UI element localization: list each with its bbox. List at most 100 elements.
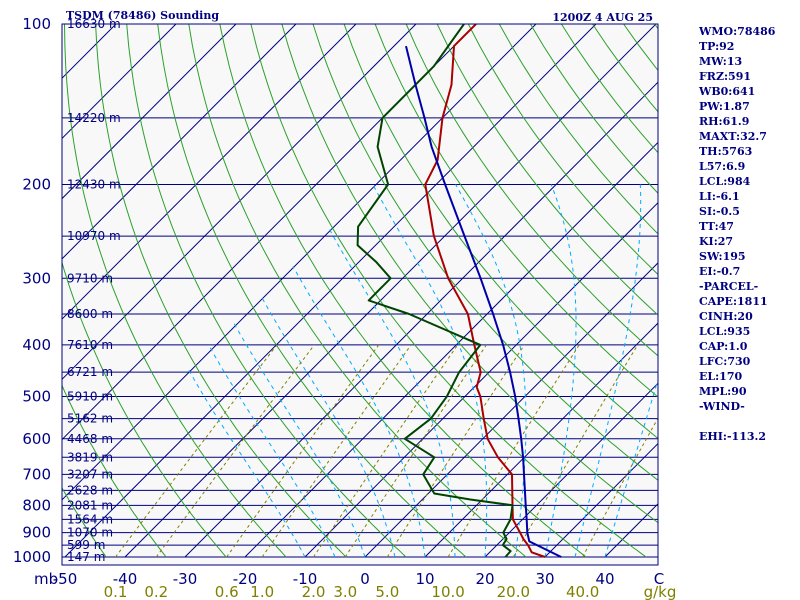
dry-adiabat-line — [62, 486, 107, 558]
moist-adiabat-line — [209, 347, 336, 558]
pressure-tick-label: 700 — [22, 465, 51, 483]
dry-adiabat-line — [64, 24, 287, 558]
pressure-tick-label: 900 — [22, 524, 51, 542]
isotherm-line — [62, 24, 357, 320]
dry-adiabat-line — [374, 24, 658, 398]
index-line: MAXT:32.7 — [699, 130, 767, 143]
pressure-tick-label: 300 — [22, 269, 51, 287]
index-line: KI:27 — [699, 235, 733, 248]
moist-adiabat-line — [544, 184, 577, 558]
isotherm-line — [62, 24, 177, 140]
index-line: L57:6.9 — [699, 160, 745, 173]
sounding-profiles — [356, 24, 562, 558]
plot-frame — [61, 23, 659, 566]
height-label: 10970 m — [67, 229, 121, 243]
temperature-tick-label: -40 — [113, 570, 138, 588]
height-label: 5910 m — [67, 390, 113, 404]
index-line: TH:5763 — [699, 145, 752, 158]
mixing-ratio-line — [447, 344, 580, 558]
station-title: TSDM (78486) Sounding — [66, 9, 219, 22]
isotherm-line — [544, 442, 658, 558]
mixing-ratio-line — [155, 344, 315, 558]
index-line: FRZ:591 — [699, 70, 751, 83]
temperature-tick-label: 30 — [535, 570, 554, 588]
mixing-ratio-line — [313, 344, 459, 558]
height-label: 2081 m — [67, 498, 113, 512]
pressure-tick-label: 200 — [22, 175, 51, 193]
isotherm-line — [62, 24, 237, 200]
pressure-tick-label: 1000 — [13, 548, 51, 566]
index-line: LCL:935 — [699, 325, 750, 338]
mixing-ratio-axis-labels: 0.1 0.2 0.6 1.0 2.0 3.0 5.0 10.0 20.0 40.0 g/kg — [104, 583, 677, 600]
moist-adiabat-line — [292, 266, 426, 558]
isotherm-line — [484, 382, 658, 558]
moist-adiabat-line — [233, 323, 366, 558]
mixing-ratio-tick-label: g/kg — [644, 583, 677, 600]
dry-adiabat-line — [779, 24, 800, 557]
mixing-ratio-tick-label: 3.0 — [333, 583, 357, 600]
observation-time: 1200Z 4 AUG 25 — [552, 11, 653, 24]
pressure-tick-label: 100 — [22, 15, 51, 33]
dry-adiabat-line — [405, 24, 658, 357]
mixing-ratio-line — [386, 344, 525, 558]
isotherm-line — [184, 81, 658, 558]
dewpoint-profile — [356, 24, 514, 558]
height-label: 6721 m — [67, 365, 113, 379]
mixing-ratio-tick-label: 0.6 — [215, 583, 239, 600]
index-line: PW:1.87 — [699, 100, 750, 113]
dry-adiabat-line — [436, 24, 658, 316]
isotherm-line — [64, 24, 597, 558]
moist-adiabat-line — [327, 226, 456, 557]
index-line: MPL:90 — [699, 385, 747, 398]
mixing-ratio-tick-label: 0.2 — [144, 583, 168, 600]
height-label: 4468 m — [67, 432, 113, 446]
index-line: EI:-0.7 — [699, 265, 740, 278]
isotherm-line — [62, 24, 537, 501]
height-label: 8600 m — [67, 307, 113, 321]
height-label: 599 m — [67, 538, 105, 552]
temperature-tick-label: C — [654, 570, 664, 588]
index-line: EHI:-113.2 — [699, 430, 766, 443]
height-label: 147 m — [67, 550, 105, 564]
dry-adiabat-line — [312, 24, 658, 481]
mixing-ratio-tick-label: 1.0 — [250, 583, 274, 600]
dry-adiabat-line — [343, 24, 658, 440]
dry-adiabat-line — [467, 24, 658, 276]
isotherm-line — [62, 24, 417, 381]
mixing-ratio-line — [344, 344, 487, 558]
height-label: 12430 m — [67, 177, 121, 191]
height-label: 14220 m — [67, 111, 121, 125]
index-line: LI:-6.1 — [699, 190, 740, 203]
temperature-tick-label: 40 — [595, 570, 614, 588]
temperature-tick-label: 0 — [360, 570, 370, 588]
height-label: 1070 m — [67, 526, 113, 540]
index-line: CAP:1.0 — [699, 340, 748, 353]
index-line: RH:61.9 — [699, 115, 749, 128]
temperature-profile — [424, 24, 546, 558]
height-label: 5162 m — [67, 412, 113, 426]
temperature-tick-label: -50 — [53, 570, 78, 588]
index-line: WB0:641 — [698, 85, 755, 98]
index-line: LCL:984 — [699, 175, 751, 188]
dry-adiabat-line — [157, 24, 467, 558]
mixing-ratio-tick-label: 2.0 — [302, 583, 326, 600]
index-line: SI:-0.5 — [699, 205, 740, 218]
index-line: EL:170 — [699, 370, 742, 383]
mixing-ratio-tick-label: 10.0 — [431, 583, 464, 600]
height-label: 16630 m — [67, 17, 121, 31]
moist-adiabat-line — [188, 369, 306, 558]
dry-adiabat-line — [126, 24, 407, 558]
isotherm-line — [62, 24, 297, 260]
height-label: 3819 m — [67, 450, 113, 464]
moist-adiabat-line — [574, 184, 642, 558]
pressure-axis-labels: 100 200 300 400 500 600 700 800 900 1000 — [13, 15, 51, 566]
index-line: SW:195 — [699, 250, 746, 263]
index-line: WMO:78486 — [698, 25, 776, 38]
plot-background — [62, 24, 658, 565]
moist-adiabat-line — [604, 378, 658, 558]
pressure-tick-label: 800 — [22, 496, 51, 514]
height-label: 2628 m — [67, 483, 113, 497]
index-line: TP:92 — [699, 40, 734, 53]
mixing-ratio-tick-label: 20.0 — [497, 583, 530, 600]
